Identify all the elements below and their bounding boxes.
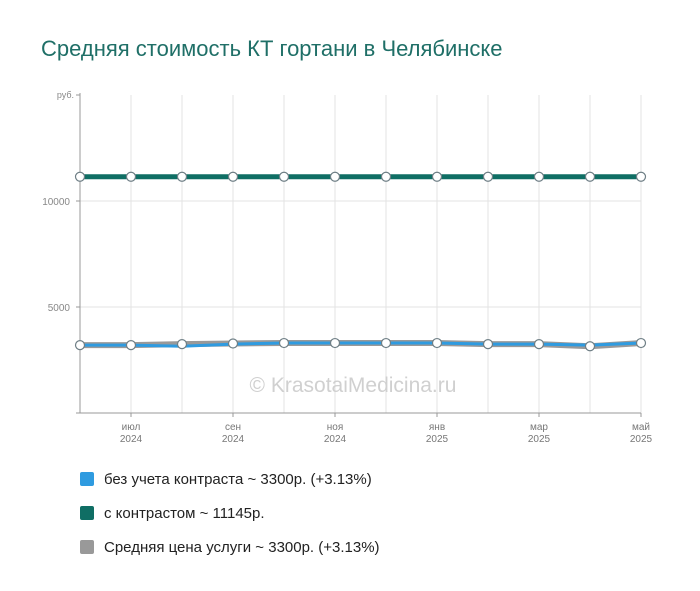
legend-swatch <box>80 540 94 554</box>
legend: без учета контраста ~ 3300р. (+3.13%) с … <box>80 462 380 564</box>
data-point <box>74 340 86 351</box>
legend-label: без учета контраста ~ 3300р. (+3.13%) <box>104 470 372 488</box>
x-tick-year: 2024 <box>120 434 143 445</box>
legend-swatch <box>80 472 94 486</box>
data-point <box>533 171 545 182</box>
y-unit-label: руб. <box>57 90 74 100</box>
legend-swatch <box>80 506 94 520</box>
y-tick-label: 10000 <box>42 197 70 208</box>
legend-item-with-contrast[interactable]: с контрастом ~ 11145р. <box>80 496 380 530</box>
series-line <box>78 341 643 348</box>
data-point <box>584 341 596 352</box>
y-tick-label: 5000 <box>48 303 71 314</box>
data-point <box>125 171 137 182</box>
data-point <box>176 171 188 182</box>
x-tick-month: ноя <box>327 422 344 433</box>
legend-item-no-contrast[interactable]: без учета контраста ~ 3300р. (+3.13%) <box>80 462 380 496</box>
data-point <box>176 339 188 350</box>
data-point <box>482 339 494 350</box>
data-point <box>278 337 290 349</box>
data-point <box>584 171 596 182</box>
legend-item-average[interactable]: Средняя цена услуги ~ 3300р. (+3.13%) <box>80 530 380 564</box>
data-point <box>533 339 545 350</box>
series-lines <box>74 171 647 352</box>
data-point <box>431 337 443 349</box>
page-title: Средняя стоимость КТ гортани в Челябинск… <box>41 36 503 61</box>
data-point <box>329 337 341 349</box>
data-point <box>380 337 392 349</box>
x-tick-month: июл <box>122 422 141 433</box>
data-point <box>227 338 239 349</box>
data-point <box>635 337 647 349</box>
x-tick-month: сен <box>225 422 241 433</box>
data-point <box>431 171 443 182</box>
x-tick-month: май <box>632 422 650 433</box>
watermark: © KrasotaiMedicina.ru <box>250 374 457 397</box>
legend-label: Средняя цена услуги ~ 3300р. (+3.13%) <box>104 538 380 556</box>
data-point <box>635 171 647 182</box>
x-tick-year: 2025 <box>528 434 551 445</box>
data-point <box>278 171 290 182</box>
x-tick-year: 2025 <box>426 434 449 445</box>
axes <box>76 93 642 417</box>
x-tick-month: янв <box>429 422 445 433</box>
x-tick-year: 2024 <box>324 434 347 445</box>
x-tick-month: мар <box>530 422 548 433</box>
y-tick-labels: 5000 10000 <box>42 197 70 314</box>
data-point <box>329 171 341 182</box>
legend-label: с контрастом ~ 11145р. <box>104 504 265 522</box>
data-point <box>125 340 137 351</box>
data-point <box>482 171 494 182</box>
x-tick-year: 2025 <box>630 434 653 445</box>
data-point <box>380 171 392 182</box>
data-point <box>74 171 86 182</box>
x-tick-year: 2024 <box>222 434 245 445</box>
data-point <box>227 171 239 182</box>
x-tick-labels: июл2024сен2024ноя2024янв2025мар2025май20… <box>120 422 653 445</box>
grid-lines <box>80 95 642 413</box>
